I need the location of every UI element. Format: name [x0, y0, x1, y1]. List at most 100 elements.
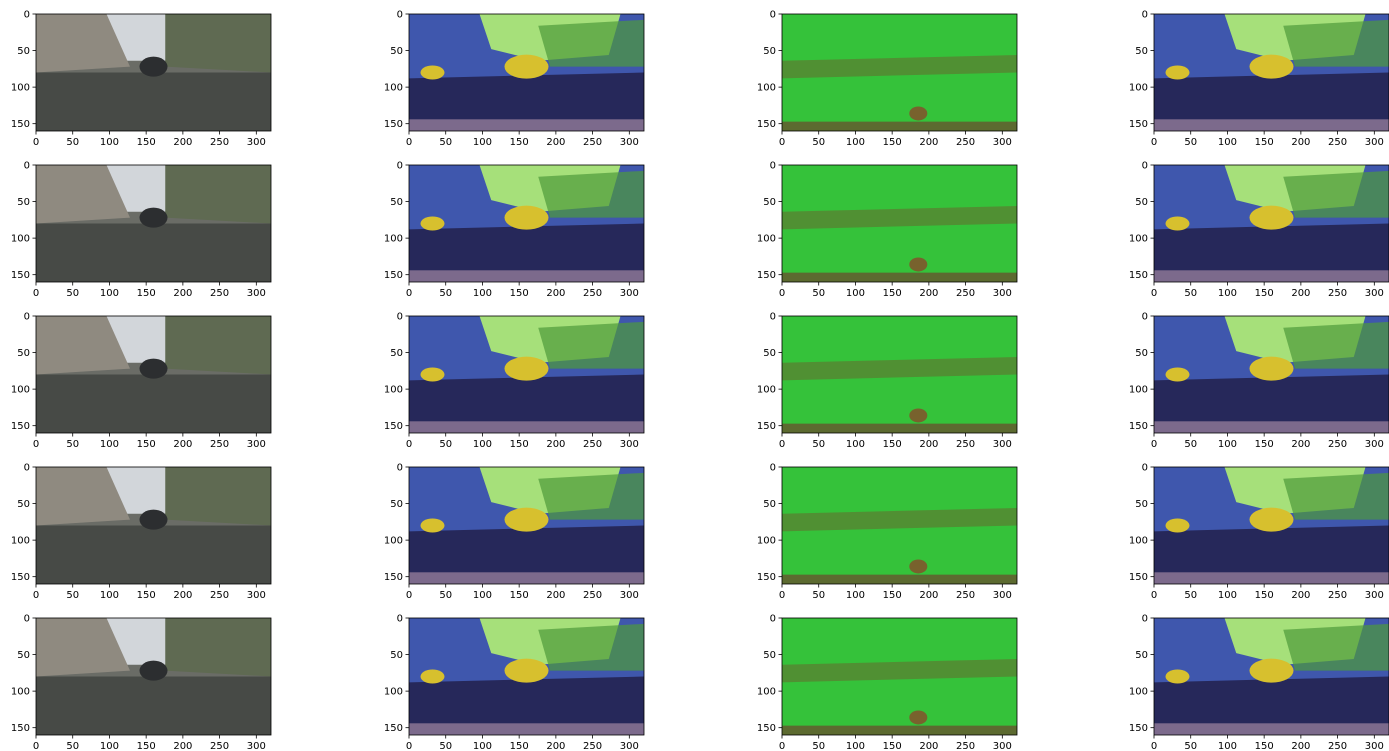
vegetation — [538, 624, 644, 671]
x-tick-label: 250 — [583, 288, 602, 299]
hood — [1154, 421, 1389, 433]
x-tick-label: 150 — [137, 288, 156, 299]
vegetation — [1283, 473, 1389, 520]
y-tick-label: 0 — [1142, 614, 1148, 625]
x-tick-label: 100 — [473, 288, 492, 299]
x-tick-label: 150 — [510, 590, 529, 601]
x-tick-label: 150 — [1255, 590, 1274, 601]
car-left — [1166, 670, 1190, 684]
y-tick-label: 50 — [390, 348, 403, 359]
car-left — [1166, 217, 1190, 231]
x-tick-label: 200 — [546, 137, 565, 148]
x-tick-label: 300 — [993, 439, 1012, 450]
y-tick-label: 100 — [1129, 385, 1148, 396]
spot — [909, 106, 927, 120]
x-tick-label: 200 — [173, 288, 192, 299]
y-tick-label: 100 — [11, 687, 30, 698]
car-left — [1166, 519, 1190, 533]
x-tick-label: 300 — [620, 590, 639, 601]
y-tick-label: 100 — [757, 83, 776, 94]
buildings-right — [165, 467, 271, 526]
y-tick-label: 0 — [397, 614, 403, 625]
y-tick-label: 100 — [11, 385, 30, 396]
spot — [909, 559, 927, 573]
y-tick-label: 150 — [1129, 421, 1148, 432]
vegetation — [1283, 171, 1389, 218]
x-tick-label: 100 — [846, 288, 865, 299]
y-tick-label: 100 — [11, 536, 30, 547]
car — [505, 659, 549, 683]
y-tick-label: 150 — [1129, 723, 1148, 734]
x-tick-label: 100 — [100, 137, 119, 148]
x-tick-label: 50 — [812, 741, 825, 751]
x-tick-label: 0 — [779, 590, 785, 601]
x-tick-label: 250 — [1328, 439, 1347, 450]
x-tick-label: 100 — [100, 288, 119, 299]
x-tick-label: 200 — [173, 439, 192, 450]
buildings-right — [165, 165, 271, 224]
y-tick-label: 0 — [1142, 10, 1148, 21]
y-tick-label: 0 — [770, 312, 776, 323]
x-tick-label: 100 — [1218, 439, 1237, 450]
x-tick-label: 100 — [473, 137, 492, 148]
car-left — [421, 519, 445, 533]
road — [36, 73, 271, 132]
y-tick-label: 50 — [1135, 348, 1148, 359]
x-tick-label: 0 — [33, 741, 39, 751]
y-tick-label: 150 — [757, 119, 776, 130]
x-tick-label: 200 — [919, 137, 938, 148]
vegetation — [1283, 20, 1389, 67]
x-tick-label: 150 — [510, 137, 529, 148]
x-tick-label: 50 — [812, 590, 825, 601]
x-tick-label: 50 — [812, 137, 825, 148]
x-tick-label: 250 — [210, 741, 229, 751]
x-tick-label: 150 — [1255, 439, 1274, 450]
x-tick-label: 100 — [100, 439, 119, 450]
x-tick-label: 200 — [173, 741, 192, 751]
y-tick-label: 100 — [384, 385, 403, 396]
y-tick-label: 0 — [397, 161, 403, 172]
x-tick-label: 150 — [883, 741, 902, 751]
x-tick-label: 50 — [1184, 741, 1197, 751]
y-tick-label: 100 — [1129, 234, 1148, 245]
hood — [782, 575, 1017, 584]
y-tick-label: 50 — [390, 499, 403, 510]
x-tick-label: 250 — [583, 137, 602, 148]
x-tick-label: 300 — [247, 288, 266, 299]
y-tick-label: 50 — [17, 46, 30, 57]
x-tick-label: 100 — [846, 590, 865, 601]
y-tick-label: 0 — [397, 10, 403, 21]
x-tick-label: 250 — [1328, 741, 1347, 751]
vegetation — [538, 322, 644, 369]
y-tick-label: 0 — [770, 614, 776, 625]
y-tick-label: 0 — [1142, 312, 1148, 323]
x-tick-label: 300 — [993, 288, 1012, 299]
y-tick-label: 50 — [390, 46, 403, 57]
x-tick-label: 0 — [779, 439, 785, 450]
x-tick-label: 200 — [1291, 137, 1310, 148]
x-tick-label: 200 — [546, 741, 565, 751]
x-tick-label: 50 — [439, 741, 452, 751]
y-tick-label: 0 — [770, 463, 776, 474]
y-tick-label: 150 — [384, 572, 403, 583]
car-left — [421, 670, 445, 684]
y-tick-label: 100 — [384, 536, 403, 547]
y-tick-label: 100 — [1129, 83, 1148, 94]
x-tick-label: 250 — [1328, 590, 1347, 601]
x-tick-label: 100 — [473, 590, 492, 601]
y-tick-label: 150 — [384, 723, 403, 734]
x-tick-label: 50 — [439, 439, 452, 450]
y-tick-label: 0 — [24, 614, 30, 625]
x-tick-label: 300 — [247, 137, 266, 148]
x-tick-label: 300 — [247, 439, 266, 450]
subplot: 050100150200250300050100150 — [1129, 10, 1389, 149]
vegetation — [538, 473, 644, 520]
y-tick-label: 50 — [763, 197, 776, 208]
x-tick-label: 200 — [919, 288, 938, 299]
x-tick-label: 0 — [1151, 741, 1157, 751]
x-tick-label: 300 — [620, 439, 639, 450]
y-tick-label: 0 — [770, 161, 776, 172]
x-tick-label: 0 — [1151, 288, 1157, 299]
x-tick-label: 100 — [846, 137, 865, 148]
